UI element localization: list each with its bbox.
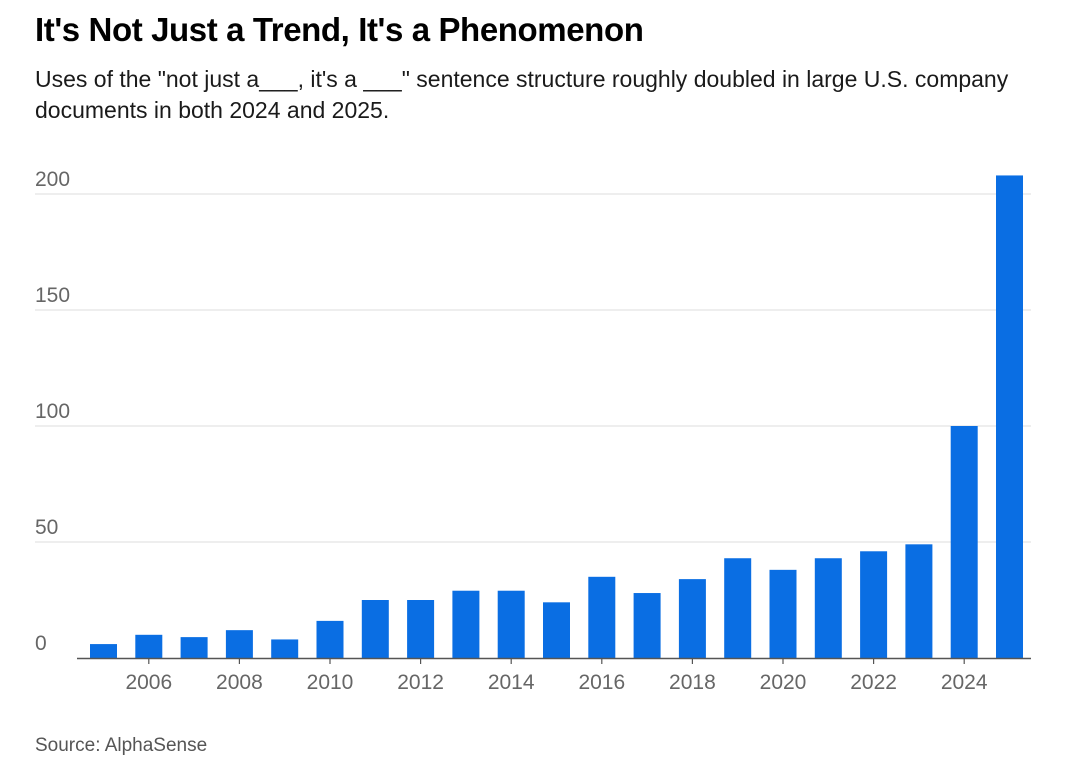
x-tick-label: 2006: [125, 671, 172, 694]
y-tick-label: 100: [35, 400, 70, 423]
y-tick-label: 0: [35, 632, 47, 655]
bar-2014: [497, 590, 525, 658]
bar-2020: [769, 569, 797, 658]
bar-2019: [724, 558, 752, 658]
chart-subtitle: Uses of the "not just a___, it's a ___" …: [35, 66, 1009, 123]
bar-2005: [90, 644, 117, 658]
x-tick-label: 2010: [307, 671, 354, 694]
bar-2022: [860, 551, 888, 658]
x-tick-label: 2018: [669, 671, 716, 694]
bar-2010: [316, 620, 344, 658]
y-tick-label: 200: [35, 168, 70, 191]
bar-2011: [361, 600, 389, 658]
chart-title: It's Not Just a Trend, It's a Phenomenon: [35, 11, 644, 48]
y-tick-label: 150: [35, 284, 70, 307]
bar-2023: [905, 544, 933, 658]
bar-2015: [543, 602, 570, 658]
bar-chart: 0 50 100 150 200 2006 2008 2010 2012 2014 2016 201…: [35, 168, 1031, 694]
y-tick-label: 50: [35, 516, 58, 539]
x-tick-label: 2014: [488, 671, 535, 694]
bar-2009: [271, 639, 299, 658]
bar-2016: [588, 576, 616, 658]
bar-2007: [180, 637, 208, 658]
gridlines: [35, 193, 1031, 543]
bar-2008: [225, 630, 253, 658]
bar-2025: [996, 175, 1023, 658]
bar-2017: [633, 593, 661, 658]
x-tick-label: 2016: [578, 671, 625, 694]
bar-2021: [814, 558, 842, 658]
bar-2013: [452, 590, 480, 658]
x-tick-label: 2020: [760, 671, 807, 694]
bar-2012: [407, 600, 435, 658]
source-note: Source: AlphaSense: [35, 735, 208, 756]
bar-2006: [135, 634, 163, 658]
x-tick-label: 2008: [216, 671, 263, 694]
y-axis-tick-labels: 0 50 100 150 200: [35, 168, 70, 655]
x-tick-label: 2012: [397, 671, 444, 694]
x-tick-label: 2024: [941, 671, 988, 694]
bar-2024: [950, 426, 978, 658]
x-axis-tick-marks: [148, 658, 965, 664]
bars: [90, 175, 1023, 658]
bar-2018: [678, 579, 706, 658]
x-axis-tick-labels: 2006 2008 2010 2012 2014 2016 2018 2020 2022 2024: [125, 671, 987, 694]
x-tick-label: 2022: [850, 671, 897, 694]
